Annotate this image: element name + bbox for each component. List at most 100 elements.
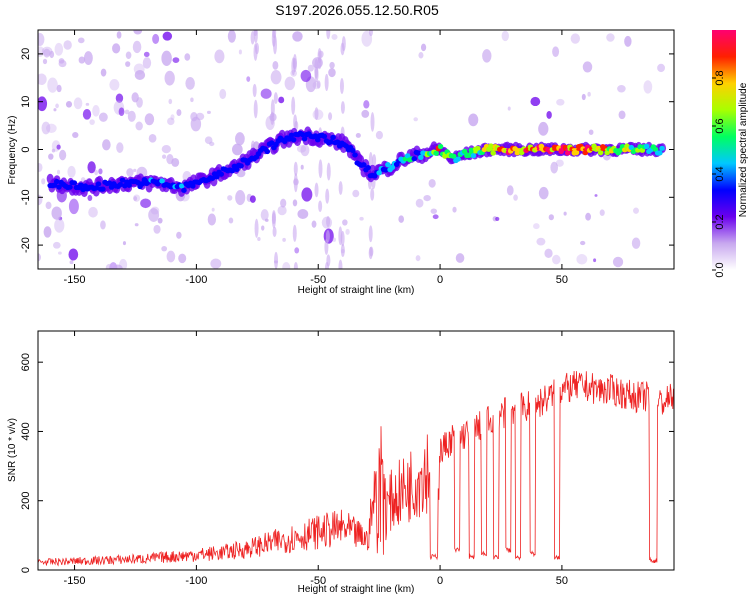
noise-blob [48,153,54,160]
colorbar-tick-label: 0.6 [714,118,726,133]
noise-blob [631,237,641,249]
noise-blob [270,69,282,85]
noise-streak [253,99,258,119]
noise-blob [300,164,304,170]
noise-blob [56,144,61,150]
noise-blob [618,110,626,120]
ridge-core [286,136,293,142]
noise-blob [168,98,173,105]
ridge-core [475,145,481,152]
noise-blob [452,206,457,213]
noise-streak [253,30,258,37]
noise-blob [643,80,653,94]
snr-x-ticks: -150 -100 -50 0 50 [64,331,568,587]
noise-blob [100,220,106,230]
ridge-core [382,167,389,173]
noise-blob [69,260,74,265]
noise-blob [157,217,163,224]
noise-streak [325,188,330,204]
spectrogram-blobs [38,30,667,269]
ridge-core [418,154,424,160]
snr-series [37,370,675,567]
noise-blob [82,108,92,120]
noise-blob [161,245,168,252]
noise-streak [292,224,297,242]
noise-blob [185,77,195,90]
colorbar-gradient [712,30,736,270]
noise-blob [430,208,438,214]
noise-streak [338,181,343,195]
noise-blob [38,253,41,262]
noise-blob [176,109,182,116]
noise-blob [232,143,243,156]
noise-blob [131,92,139,103]
noise-blob [68,198,79,215]
noise-blob [624,35,632,47]
noise-blob [332,237,337,242]
colorbar-label: Normalized spectral amplitude [738,82,749,217]
noise-blob [329,61,335,69]
ridge-core [582,150,589,156]
noise-blob [45,123,57,133]
noise-streak [370,112,375,132]
noise-blob [98,168,103,175]
ridge-core [233,166,240,172]
noise-streak [293,262,298,269]
noise-blob [418,52,424,59]
noise-streak [340,244,345,257]
ridge-core [229,168,236,174]
noise-streak [291,57,296,76]
noise-blob [235,190,246,206]
ridge-core [67,184,73,190]
ridge-core [178,183,185,189]
noise-blob [612,256,624,268]
noise-blob [228,217,234,224]
noise-blob [284,76,296,91]
noise-blob [599,209,605,216]
noise-blob [593,258,597,263]
ridge-core [628,144,635,151]
noise-streak [328,112,333,121]
noise-blob [153,224,161,234]
noise-blob [56,84,62,93]
noise-blob [100,68,107,77]
noise-blob [617,85,626,93]
snr-background [38,331,674,570]
ridge-peak [613,148,619,151]
noise-blob [355,133,361,138]
noise-blob [164,70,175,86]
noise-blob [345,228,350,235]
noise-blob [331,34,338,40]
noise-blob [127,110,136,122]
snr-y-tick-label: 600 [20,353,32,371]
noise-blob [428,178,436,188]
ridge-core [643,143,650,150]
noise-blob [361,109,370,118]
noise-streak [255,42,260,55]
ridge-core [385,162,391,168]
snr-y-tick-label: 200 [20,492,32,510]
spectrogram-y-axis-label: Frequency (Hz) [7,116,18,185]
noise-streak [325,230,330,243]
noise-blob [546,111,552,119]
noise-streak [370,188,375,201]
noise-blob [538,186,549,200]
snr-x-tick-label: -50 [310,575,326,587]
noise-blob [311,220,317,228]
noise-blob [594,194,598,197]
noise-blob [415,255,421,262]
noise-blob [116,31,122,39]
noise-streak [314,107,319,120]
noise-streak [341,36,346,52]
noise-blob [468,113,479,127]
noise-blob [261,225,265,231]
noise-streak [291,96,296,115]
noise-streak [318,200,323,213]
noise-blob [59,149,67,161]
noise-blob [292,199,298,207]
noise-blob [300,144,310,157]
noise-blob [124,109,130,115]
noise-blob [83,51,93,66]
noise-streak [318,159,323,179]
noise-blob [375,130,383,140]
